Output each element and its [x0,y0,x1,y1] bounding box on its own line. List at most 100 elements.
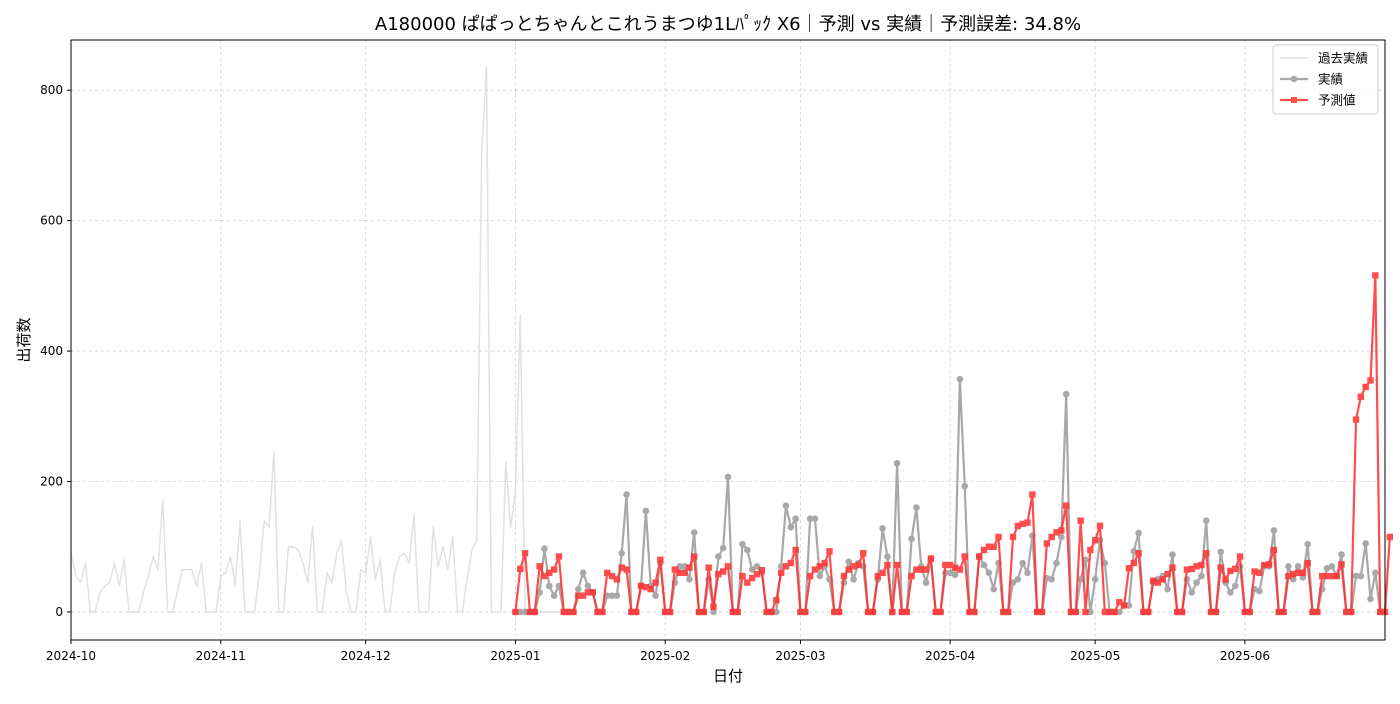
data-point [652,592,659,599]
data-point [1135,529,1142,537]
data-point [690,529,698,536]
data-point [633,608,640,616]
data-point [700,608,708,616]
data-point [1280,608,1287,616]
data-point [1125,565,1133,572]
data-point [599,608,606,616]
data-point [705,564,712,571]
data-point [1024,569,1031,577]
data-point [1309,608,1316,616]
data-point [1014,576,1022,583]
data-point [1009,579,1017,586]
data-point [1188,589,1196,596]
data-point [1077,576,1084,583]
series-1 [70,66,559,613]
data-point [1202,517,1210,524]
x-axis-label: 日付 [713,667,743,685]
data-point [739,540,746,548]
data-point [927,555,935,562]
data-point [850,576,857,583]
data-point [1000,608,1007,616]
data-point [990,543,997,550]
data-point [1256,569,1263,577]
data-point [1265,561,1273,568]
x-tick-label: 2024-12 [341,649,391,663]
data-point [1338,561,1345,568]
data-point [845,566,852,573]
data-point [1193,563,1200,570]
data-point [1323,572,1331,580]
data-point [1043,540,1051,547]
data-point [985,569,993,577]
grid [70,40,1385,640]
data-point [1367,377,1374,384]
y-tick-label: 600 [40,214,63,228]
data-point [1285,563,1292,570]
series-line [514,274,1391,614]
data-point [937,608,944,616]
data-point [1169,551,1176,558]
data-point [550,566,558,573]
data-point [995,533,1002,541]
data-point [980,561,988,569]
ticks: 2024-10 2024-11 2024-12 2025-01 2025-02 2025-… [40,83,1270,663]
legend-item [1280,97,1308,103]
data-point [1222,576,1229,583]
data-point [797,608,804,616]
data-point [879,525,886,532]
chart-title: A180000 ぱぱっとちゃんとこれうまつゆ1Lﾊﾟｯｸ X6｜予測 vs 実績… [375,14,1081,35]
data-point [753,570,761,578]
data-point [942,561,949,569]
data-point [618,549,626,557]
data-point [1338,551,1345,558]
data-point [1120,602,1128,609]
data-point [541,572,548,580]
data-point [604,569,611,577]
data-point [1304,540,1312,548]
data-point [1140,608,1147,616]
data-point [792,515,799,522]
data-point [1058,527,1065,534]
data-point [1207,608,1215,616]
data-point [584,582,592,590]
data-point [517,565,524,573]
data-point [618,564,625,571]
data-point [913,566,920,573]
legend-label: 予測値 [1318,93,1356,108]
data-point [642,583,650,591]
data-point [855,561,862,569]
data-point [1178,608,1186,616]
data-point [1217,548,1225,556]
data-point [545,582,553,590]
data-point [1376,608,1384,616]
data-point [922,566,930,573]
data-point [956,375,964,383]
series-line [515,378,1382,614]
data-point [686,576,693,583]
x-tick-label: 2025-03 [775,649,825,663]
data-point [802,608,809,616]
data-point [1318,572,1326,580]
data-point [1019,520,1026,528]
data-point [574,585,582,593]
data-point [985,543,993,550]
data-point [710,603,717,610]
data-point [715,553,722,560]
data-point [1135,550,1142,557]
data-point [782,563,790,570]
data-point [990,585,997,593]
data-point [782,502,790,509]
data-point [816,572,824,580]
data-point [613,576,621,583]
data-point [739,572,746,580]
data-point [768,608,775,616]
data-point [961,553,968,560]
data-point [1203,550,1210,557]
data-point [666,608,674,616]
data-point [1062,502,1070,509]
data-point [874,572,881,580]
data-point [719,568,727,575]
data-point [1145,608,1152,616]
data-point [652,579,659,586]
